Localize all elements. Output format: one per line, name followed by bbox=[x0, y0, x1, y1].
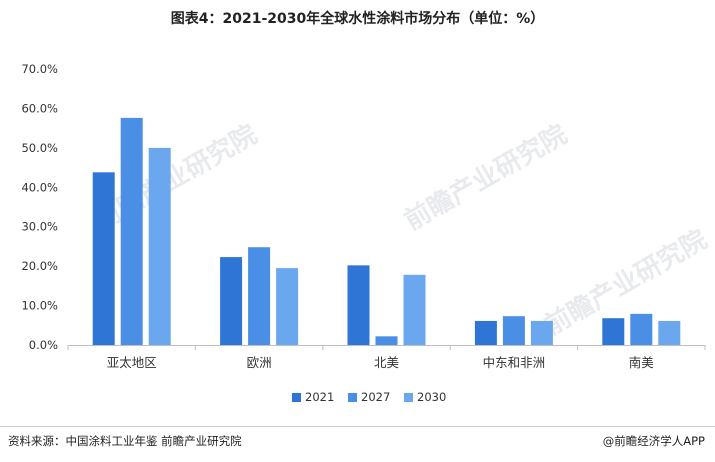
legend-swatch-2021 bbox=[292, 393, 301, 402]
bar-2027 bbox=[120, 117, 143, 346]
x-tick-label: 中东和非洲 bbox=[483, 355, 546, 370]
bar-2021 bbox=[220, 257, 243, 345]
y-tick-label: 40.0% bbox=[21, 180, 58, 194]
bar-2021 bbox=[474, 320, 497, 345]
watermark-text: 前瞻产业研究院 bbox=[399, 119, 572, 237]
bar-2021 bbox=[602, 318, 625, 345]
chart-title: 图表4：2021-2030年全球水性涂料市场分布（单位：%） bbox=[170, 11, 545, 27]
legend-label: 2021 bbox=[305, 390, 334, 404]
y-tick-label: 10.0% bbox=[21, 299, 58, 313]
legend-label: 2030 bbox=[417, 390, 446, 404]
legend-label: 2027 bbox=[361, 390, 390, 404]
watermark-text: 前瞻产业研究院 bbox=[89, 119, 262, 237]
y-tick-label: 0.0% bbox=[29, 338, 58, 352]
bar-2021 bbox=[347, 265, 370, 345]
y-tick-label: 50.0% bbox=[21, 141, 58, 155]
bar-2030 bbox=[276, 268, 299, 345]
brand-credit: @前瞻经济学人APP bbox=[602, 434, 705, 448]
legend-swatch-2030 bbox=[404, 393, 413, 402]
source-note: 资料来源：中国涂料工业年鉴 前瞻产业研究院 bbox=[8, 434, 242, 448]
legend-swatch-2027 bbox=[348, 393, 357, 402]
legend: 2021 2027 2030 bbox=[292, 390, 446, 404]
x-tick-label: 欧洲 bbox=[247, 355, 272, 370]
y-tick-label: 60.0% bbox=[21, 101, 58, 115]
x-axis: 亚太地区 欧洲 北美 中东和非洲 南美 bbox=[67, 345, 706, 370]
x-tick-label: 亚太地区 bbox=[107, 355, 157, 370]
bar-2030 bbox=[530, 320, 553, 345]
bar-2027 bbox=[248, 247, 271, 345]
x-tick-label: 北美 bbox=[374, 355, 399, 370]
bar-2027 bbox=[375, 336, 398, 345]
bars-group bbox=[92, 117, 681, 346]
bar-2027 bbox=[502, 316, 525, 345]
bar-2030 bbox=[148, 147, 171, 345]
bar-2027 bbox=[630, 313, 653, 345]
y-tick-label: 30.0% bbox=[21, 220, 58, 234]
x-tick-label: 南美 bbox=[629, 355, 654, 370]
y-tick-label: 70.0% bbox=[21, 62, 58, 76]
footer-divider bbox=[0, 426, 715, 427]
watermark-text: 前瞻产业研究院 bbox=[539, 224, 712, 342]
bar-2030 bbox=[658, 320, 681, 345]
y-axis: 0.0% 10.0% 20.0% 30.0% 40.0% 50.0% 60.0% 70.0% bbox=[21, 62, 58, 352]
bar-2021 bbox=[92, 172, 115, 345]
bar-2030 bbox=[403, 274, 426, 345]
y-tick-label: 20.0% bbox=[21, 259, 58, 273]
